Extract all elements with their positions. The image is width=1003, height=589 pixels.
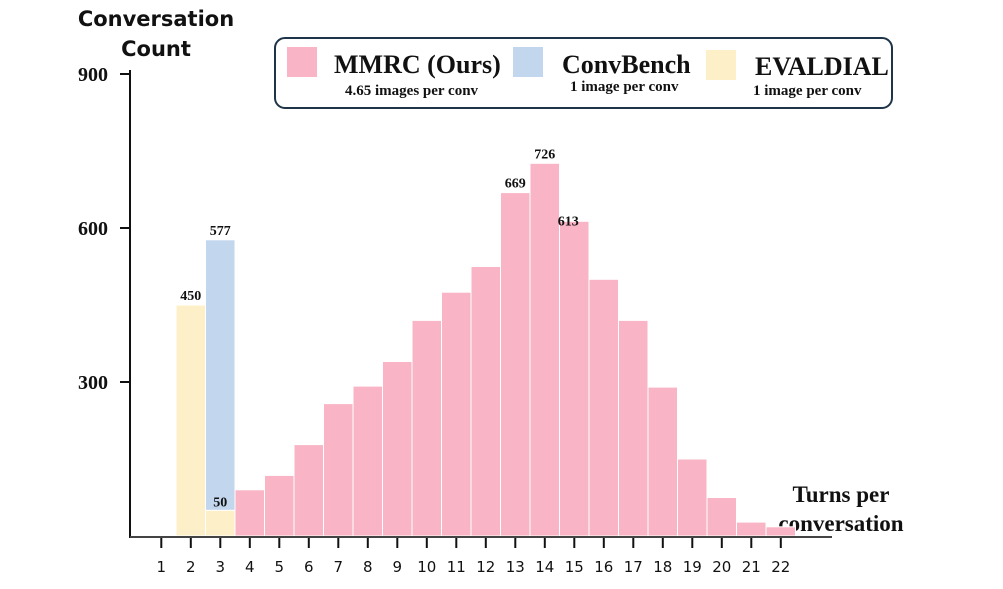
x-tick-label-20: 20 xyxy=(712,558,731,576)
x-tick-label-7: 7 xyxy=(334,558,344,576)
bar-mmrc-9 xyxy=(382,361,413,537)
x-tick-label-19: 19 xyxy=(683,558,702,576)
x-tick-label-17: 17 xyxy=(624,558,643,576)
legend-label-mmrc: MMRC (Ours) xyxy=(334,50,501,79)
bar-mmrc-19 xyxy=(677,458,708,537)
x-tick-label-5: 5 xyxy=(275,558,285,576)
bar-mmrc-12 xyxy=(470,266,501,537)
bar-mmrc-15 xyxy=(559,220,590,537)
bars-group xyxy=(175,162,796,537)
bar-mmrc-8 xyxy=(352,385,383,537)
y-axis-title-line1: Conversation xyxy=(78,7,234,31)
bar-label-mmrc-14: 726 xyxy=(534,147,555,162)
bar-evaldial-2 xyxy=(175,304,206,537)
bar-mmrc-6 xyxy=(293,444,324,537)
x-tick-label-1: 1 xyxy=(157,558,167,576)
x-tick-label-4: 4 xyxy=(245,558,255,576)
legend-box xyxy=(274,37,893,109)
bar-label-mmrc-13: 669 xyxy=(505,177,526,192)
x-tick-label-13: 13 xyxy=(506,558,525,576)
legend-label-convbench: ConvBench xyxy=(562,50,691,79)
x-tick-label-18: 18 xyxy=(653,558,672,576)
legend-swatch-convbench xyxy=(513,47,543,77)
bar-mmrc-4 xyxy=(234,489,265,537)
legend-swatch-evaldial xyxy=(706,50,736,80)
bar-label-mmrc-15: 613 xyxy=(558,214,579,229)
x-tick-label-3: 3 xyxy=(216,558,226,576)
bar-mmrc-16 xyxy=(588,278,619,537)
bar-mmrc-22 xyxy=(765,526,796,537)
x-tick-label-11: 11 xyxy=(447,558,466,576)
bar-mmrc-18 xyxy=(647,386,678,537)
bar-mmrc-10 xyxy=(411,319,442,537)
bar-label-evaldial-2: 450 xyxy=(180,289,201,304)
bar-evaldial-3-overlay xyxy=(205,509,236,537)
legend: MMRC (Ours) 4.65 images per conv ConvBen… xyxy=(274,37,893,109)
x-tick-label-15: 15 xyxy=(565,558,584,576)
bar-mmrc-20 xyxy=(706,497,737,537)
x-tick-label-2: 2 xyxy=(186,558,196,576)
bar-labels-group: 669 726 613 577 450 50 xyxy=(180,147,579,510)
x-axis-title-line1: Turns per xyxy=(793,482,890,507)
legend-note-convbench: 1 image per conv xyxy=(570,79,679,95)
bar-mmrc-17 xyxy=(618,319,649,537)
legend-note-mmrc: 4.65 images per conv xyxy=(345,83,479,99)
y-tick-label-300: 300 xyxy=(78,372,108,394)
bar-convbench-3 xyxy=(205,239,236,537)
y-axis-title-line2: Count xyxy=(121,37,191,61)
bar-mmrc-5 xyxy=(264,474,295,537)
bar-mmrc-21 xyxy=(736,521,767,537)
x-tick-label-8: 8 xyxy=(363,558,373,576)
x-tick-label-12: 12 xyxy=(476,558,495,576)
x-tick-label-9: 9 xyxy=(393,558,403,576)
bar-mmrc-13 xyxy=(500,192,531,537)
x-tick-label-22: 22 xyxy=(771,558,790,576)
y-tick-label-600: 600 xyxy=(78,218,108,240)
bar-label-convbench-3: 577 xyxy=(210,224,231,239)
x-tick-label-10: 10 xyxy=(417,558,436,576)
legend-swatch-mmrc xyxy=(287,47,317,77)
bar-mmrc-14 xyxy=(529,162,560,537)
bar-label-evaldial-3: 50 xyxy=(213,495,227,510)
bar-mmrc-7 xyxy=(323,403,354,537)
x-tick-label-14: 14 xyxy=(535,558,554,576)
x-tick-label-6: 6 xyxy=(304,558,314,576)
x-tick-label-21: 21 xyxy=(742,558,761,576)
x-tick-label-16: 16 xyxy=(594,558,613,576)
x-axis-title-line2: conversation xyxy=(778,511,903,536)
legend-label-evaldial: EVALDIAL xyxy=(755,52,889,81)
legend-note-evaldial: 1 image per conv xyxy=(753,83,862,99)
bar-mmrc-11 xyxy=(441,291,472,537)
y-tick-label-900: 900 xyxy=(78,64,108,86)
